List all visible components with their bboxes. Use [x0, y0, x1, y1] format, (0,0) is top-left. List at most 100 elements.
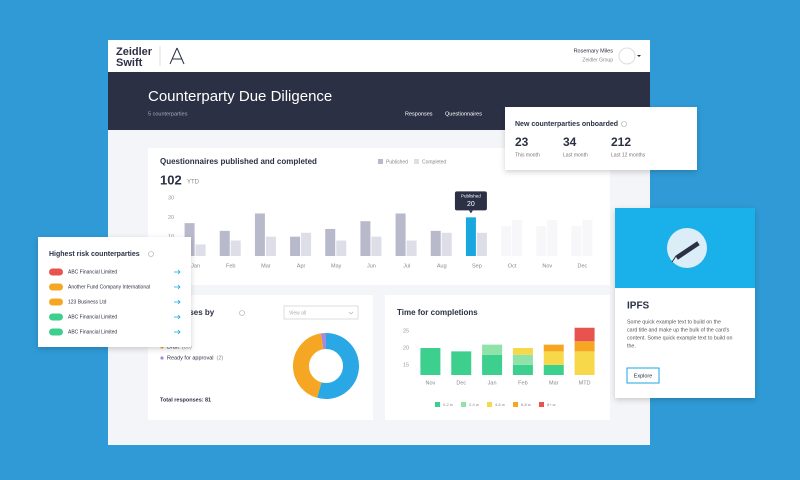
legend-swatch	[487, 402, 492, 407]
bar-segment	[512, 364, 533, 375]
tab[interactable]: Responses	[405, 111, 433, 117]
info-icon	[239, 310, 245, 316]
total-label: YTD	[187, 180, 200, 186]
legend-label: Ready for approval	[167, 355, 213, 361]
card	[148, 148, 610, 285]
x-tick-label: Feb	[226, 263, 235, 269]
bar	[290, 236, 301, 256]
topbar	[108, 40, 650, 72]
donut-segment	[317, 333, 359, 399]
legend-label: Draft	[167, 344, 179, 350]
placeholder-bar	[571, 226, 582, 256]
bar	[430, 230, 441, 256]
x-tick-label: Jan	[488, 380, 497, 386]
risk-name[interactable]: 123 Business Ltd	[68, 299, 107, 305]
x-tick-label: Jan	[191, 263, 200, 269]
x-tick-label: Aug	[437, 263, 447, 269]
risk-name[interactable]: ABC Financial Limited	[68, 329, 117, 335]
kpi-label: Last month	[563, 152, 588, 158]
legend-swatch	[378, 159, 383, 164]
kpi-card	[505, 107, 697, 170]
tooltip	[454, 191, 487, 211]
tooltip-arrow	[468, 210, 473, 214]
legend-swatch	[414, 159, 419, 164]
explore-button[interactable]	[626, 367, 660, 384]
risk-badge	[49, 283, 63, 291]
tab[interactable]: Questionnaires	[445, 111, 482, 117]
arrow	[174, 329, 181, 335]
risk-badge	[49, 268, 63, 276]
ipfs-title: IPFS	[627, 301, 650, 312]
total-value: 81	[205, 397, 211, 403]
x-tick-label: Feb	[518, 380, 527, 386]
arrow	[174, 269, 181, 275]
legend-label: 6-8 w	[521, 402, 531, 407]
donut-segment	[293, 333, 324, 398]
risk-name[interactable]: ABC Financial Limited	[68, 314, 117, 320]
info-icon[interactable]	[148, 251, 154, 257]
bar	[441, 232, 452, 256]
risk-name[interactable]: Another Fund Company International	[68, 284, 150, 290]
y-tick-label: 15	[403, 362, 409, 368]
legend-swatch	[435, 402, 440, 407]
caret[interactable]	[637, 55, 641, 57]
info-icon[interactable]	[621, 121, 627, 127]
risk-title: Highest risk counterparties	[49, 251, 140, 258]
legend-label: Published	[386, 159, 408, 165]
x-tick-label: Sep	[472, 263, 482, 269]
bar-segment	[543, 351, 564, 365]
x-tick-label: Jun	[367, 263, 376, 269]
legend-swatch	[461, 402, 466, 407]
legend-label: 8+ w	[547, 402, 556, 407]
placeholder-bar	[536, 226, 547, 256]
bar	[406, 240, 417, 256]
ipfs-text: the.	[627, 343, 636, 349]
legend-label: 2-4 w	[469, 402, 479, 407]
ipfs-illustration	[667, 228, 707, 268]
x-tick-label: Nov	[426, 380, 436, 386]
logo-icon	[169, 47, 185, 65]
total: 102	[160, 172, 182, 187]
kpi-title: New counterparties onboarded	[515, 121, 618, 128]
ipfs-text: Some quick example text to build on the	[627, 319, 721, 325]
total-label: Total responses:	[160, 397, 204, 403]
explore-label[interactable]: Explore	[634, 373, 653, 379]
user-org: Zeidler Group	[582, 57, 613, 63]
legend-label: 0-2 w	[443, 402, 453, 407]
page-subtitle: 5 counterparties	[148, 111, 188, 117]
ipfs-text: card title and make up the bulk of the c…	[627, 327, 730, 333]
y-tick-label: 20	[403, 345, 409, 351]
x-tick-label: Apr	[297, 263, 306, 269]
bar	[195, 244, 206, 256]
kpi-value: 23	[515, 135, 529, 149]
avatar[interactable]	[618, 47, 636, 65]
x-tick-label: Mar	[261, 263, 271, 269]
dropdown[interactable]	[283, 305, 359, 320]
tooltip-label: Published	[461, 194, 481, 199]
logo: Zeidler	[116, 46, 153, 58]
bar	[476, 232, 487, 256]
legend-swatch	[513, 402, 518, 407]
legend-swatch	[539, 402, 544, 407]
x-tick-label: Oct	[508, 263, 517, 269]
risk-badge	[49, 313, 63, 321]
bar-segment	[482, 354, 503, 375]
y-tick-label: 25	[403, 329, 409, 335]
y-tick-label: 30	[168, 195, 174, 201]
dropdown-caret	[348, 311, 354, 315]
arrow	[174, 299, 181, 305]
risk-name[interactable]: ABC Financial Limited	[68, 269, 117, 275]
user-name[interactable]: Rosemary Miles	[574, 48, 614, 54]
bar	[265, 236, 276, 256]
bar-segment	[543, 344, 564, 352]
legend-label: 4-6 w	[495, 402, 505, 407]
pen-icon	[671, 241, 700, 263]
card-title: Questionnaires published and completed	[160, 157, 317, 166]
bar-segment	[512, 348, 533, 355]
x-tick-label: May	[331, 263, 342, 269]
bar	[230, 240, 241, 256]
kpi-value: 212	[611, 135, 631, 149]
arrow	[174, 314, 181, 320]
bar-segment	[482, 344, 503, 355]
ipfs-text: content. Some quick example text to buil…	[627, 335, 732, 341]
